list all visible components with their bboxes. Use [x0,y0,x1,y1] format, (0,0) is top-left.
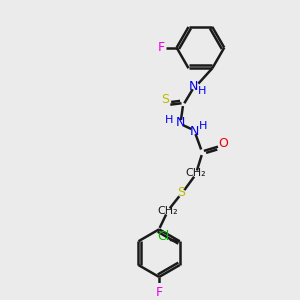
Text: S: S [178,186,185,200]
Text: H: H [165,115,174,124]
Text: S: S [161,93,169,106]
Text: H: H [197,86,206,97]
Text: N: N [189,125,199,138]
Text: F: F [158,41,165,54]
Text: N: N [189,80,198,93]
Text: O: O [219,137,229,150]
Text: H: H [199,121,207,131]
Text: F: F [155,286,163,299]
Text: Cl: Cl [157,230,169,243]
Text: N: N [176,116,185,129]
Text: CH₂: CH₂ [157,206,178,216]
Text: CH₂: CH₂ [185,168,206,178]
